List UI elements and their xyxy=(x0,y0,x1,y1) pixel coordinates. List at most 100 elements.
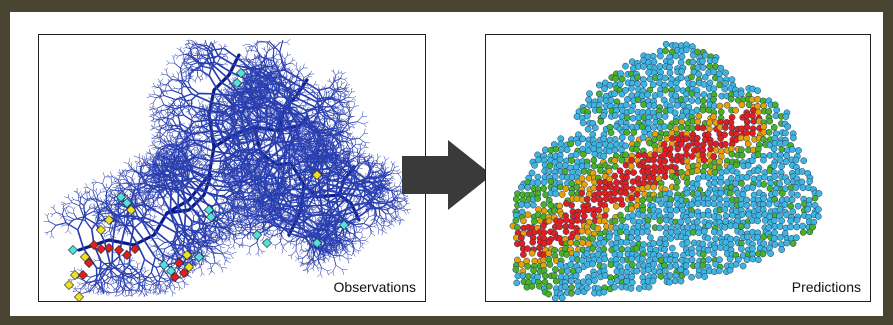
prediction-point xyxy=(677,140,685,148)
prediction-point xyxy=(727,235,734,243)
prediction-point xyxy=(704,189,712,197)
prediction-point xyxy=(607,278,615,286)
predictions-panel: Predictions xyxy=(485,34,871,302)
prediction-point xyxy=(754,95,761,103)
prediction-point xyxy=(650,156,657,164)
elevated-observation-marker xyxy=(181,249,193,261)
prediction-point xyxy=(710,250,718,257)
prediction-point xyxy=(655,168,663,175)
prediction-point xyxy=(561,283,569,290)
prediction-point xyxy=(623,238,630,246)
prediction-point xyxy=(770,162,778,170)
prediction-point xyxy=(783,239,791,247)
prediction-point xyxy=(727,119,735,127)
prediction-point xyxy=(668,229,675,236)
prediction-point xyxy=(529,238,537,246)
prediction-point xyxy=(567,239,575,247)
prediction-point xyxy=(524,184,532,191)
prediction-point xyxy=(666,278,673,286)
prediction-point xyxy=(611,283,618,291)
prediction-point xyxy=(704,200,712,208)
prediction-point xyxy=(688,250,696,257)
prediction-point xyxy=(552,173,559,180)
low-observation-marker xyxy=(67,244,79,256)
prediction-point xyxy=(616,251,624,258)
prediction-point xyxy=(572,151,580,158)
prediction-point xyxy=(700,97,707,105)
prediction-point xyxy=(594,225,602,232)
prediction-point xyxy=(766,117,774,125)
prediction-point xyxy=(583,195,591,203)
prediction-point xyxy=(683,151,690,158)
prediction-point xyxy=(633,267,641,275)
prediction-point xyxy=(590,145,598,153)
prediction-point xyxy=(749,157,756,165)
prediction-point xyxy=(679,206,686,214)
prediction-point xyxy=(520,251,527,258)
prediction-point xyxy=(749,129,756,137)
prediction-point xyxy=(550,272,558,279)
prediction-point xyxy=(712,140,720,148)
low-observation-marker xyxy=(158,259,170,271)
prediction-point xyxy=(760,240,768,248)
prediction-point xyxy=(771,152,779,159)
prediction-point xyxy=(639,134,647,141)
prediction-point xyxy=(705,211,713,219)
prediction-point xyxy=(783,152,791,160)
prediction-point xyxy=(606,81,614,89)
prediction-point xyxy=(682,95,690,103)
high-observation-marker xyxy=(129,243,141,255)
prediction-point xyxy=(518,201,525,208)
prediction-point xyxy=(640,63,647,70)
prediction-point xyxy=(590,211,598,218)
prediction-point xyxy=(540,207,548,215)
prediction-point xyxy=(618,201,626,208)
prediction-point xyxy=(693,134,701,142)
prediction-point xyxy=(580,168,588,175)
prediction-point xyxy=(605,233,613,241)
prediction-point xyxy=(600,112,607,119)
prediction-point xyxy=(674,145,682,153)
prediction-point xyxy=(682,135,690,143)
prediction-point xyxy=(629,178,637,185)
prediction-point xyxy=(766,185,774,192)
prediction-point xyxy=(575,169,582,176)
prediction-point xyxy=(782,113,790,120)
prediction-point xyxy=(556,162,564,169)
prediction-point xyxy=(547,201,555,209)
prediction-point xyxy=(647,234,654,241)
prediction-point xyxy=(650,183,658,191)
prediction-point xyxy=(558,191,566,198)
prediction-point xyxy=(534,179,542,187)
prediction-point xyxy=(519,272,527,280)
prediction-point xyxy=(583,284,591,292)
prediction-point xyxy=(629,114,637,122)
prediction-point xyxy=(667,58,675,66)
prediction-point xyxy=(793,234,800,242)
prediction-point xyxy=(627,285,635,292)
prediction-point xyxy=(782,185,789,193)
prediction-point xyxy=(524,211,532,219)
low-observation-marker xyxy=(235,67,247,79)
prediction-point xyxy=(781,201,789,208)
prediction-point xyxy=(667,235,675,242)
observation-markers xyxy=(63,67,350,301)
prediction-point xyxy=(782,129,789,137)
prediction-point xyxy=(743,134,750,142)
prediction-point xyxy=(644,183,652,191)
prediction-point xyxy=(682,145,690,153)
prediction-point xyxy=(644,228,651,235)
prediction-point xyxy=(716,158,723,166)
prediction-point xyxy=(744,162,752,169)
prediction-point xyxy=(583,112,591,120)
prediction-point xyxy=(634,73,641,81)
prediction-point xyxy=(673,85,681,93)
prediction-point xyxy=(623,129,631,136)
prediction-point xyxy=(765,200,773,208)
prediction-point xyxy=(622,184,630,191)
prediction-point xyxy=(611,146,619,154)
prediction-point xyxy=(595,190,603,197)
prediction-point xyxy=(738,222,745,230)
prediction-point xyxy=(683,239,691,246)
prediction-point xyxy=(710,194,718,202)
